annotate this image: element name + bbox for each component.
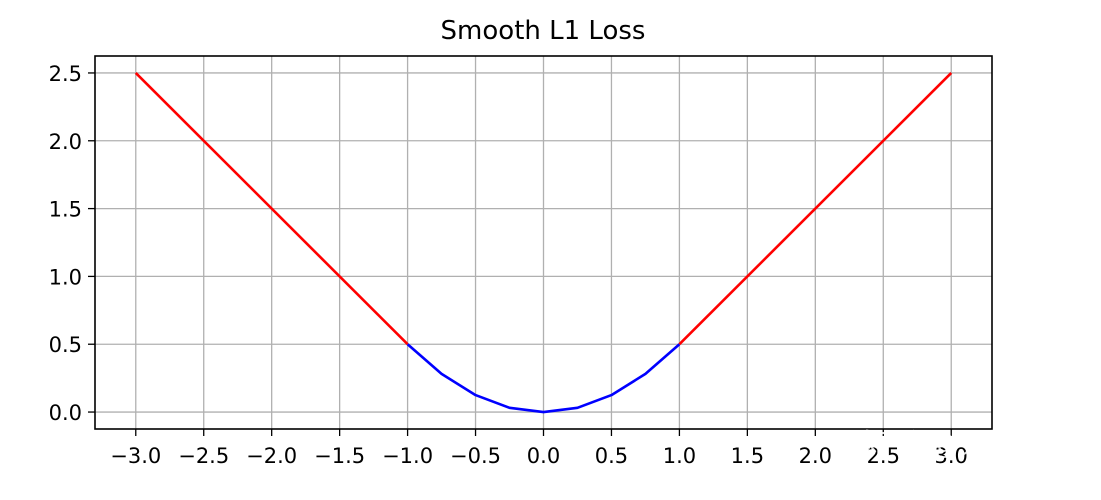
series-line-3 bbox=[678, 72, 953, 346]
x-tick-label: −2.0 bbox=[246, 444, 297, 468]
x-tick-label: −1.0 bbox=[382, 444, 433, 468]
watermark: 知乎 @尹相楠 bbox=[862, 427, 1046, 460]
x-tick-label: 1.5 bbox=[731, 444, 764, 468]
series-line-1 bbox=[134, 72, 409, 346]
grid bbox=[95, 56, 992, 429]
y-tick-label: 1.5 bbox=[49, 198, 82, 222]
x-tick-label: 1.0 bbox=[663, 444, 696, 468]
x-tick-label: 2.5 bbox=[867, 444, 900, 468]
x-tick-label: 2.0 bbox=[799, 444, 832, 468]
y-tick-label: 1.0 bbox=[49, 265, 82, 289]
x-tick-label: 0.0 bbox=[527, 444, 560, 468]
x-tick-label: −0.5 bbox=[450, 444, 501, 468]
series-line-2 bbox=[406, 343, 681, 414]
x-axis-ticks: −3.0 −2.5 −2.0 −1.5 −1.0 −0.5 0.0 0.5 1.0 1.5 2.0 2… bbox=[110, 429, 968, 468]
y-tick-label: 2.5 bbox=[49, 62, 82, 86]
x-tick-label: −3.0 bbox=[110, 444, 161, 468]
chart-title: Smooth L1 Loss bbox=[441, 16, 646, 46]
x-tick-label: −1.5 bbox=[314, 444, 365, 468]
plot-lines bbox=[134, 72, 953, 414]
y-tick-label: 2.0 bbox=[49, 130, 82, 154]
y-axis-ticks: 0.0 0.5 1.0 1.5 2.0 2.5 bbox=[49, 62, 95, 425]
y-tick-label: 0.0 bbox=[49, 401, 82, 425]
x-tick-label: 3.0 bbox=[935, 444, 968, 468]
x-tick-label: −2.5 bbox=[178, 444, 229, 468]
x-tick-label: 0.5 bbox=[595, 444, 628, 468]
y-tick-label: 0.5 bbox=[49, 333, 82, 357]
